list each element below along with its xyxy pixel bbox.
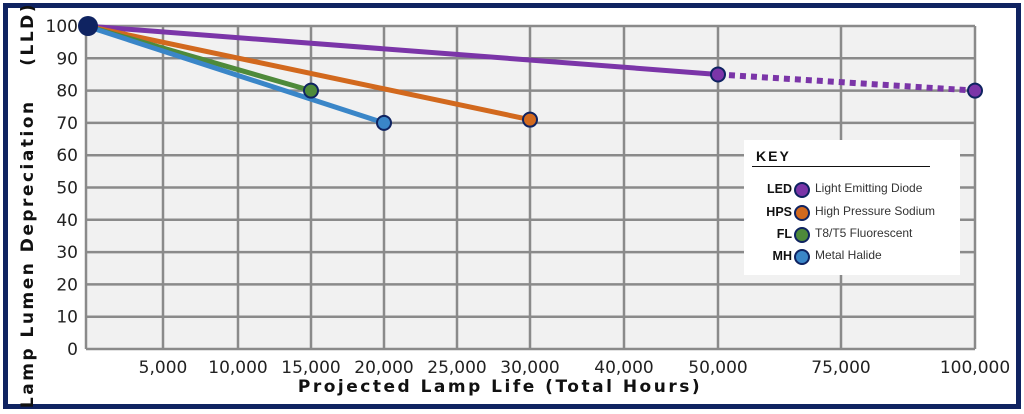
legend-abbr: LED	[767, 182, 792, 196]
legend-dot-icon	[794, 182, 810, 198]
legend-item-hps: HPS High Pressure Sodium	[744, 203, 960, 223]
x-tick-label: 10,000	[208, 358, 267, 378]
legend-label: T8/T5 Fluorescent	[815, 226, 913, 240]
y-axis-label: Lamp Lumen Depreciation (LLD)	[18, 2, 38, 408]
chart-frame	[3, 3, 1021, 409]
x-axis-label: Projected Lamp Life (Total Hours)	[298, 377, 702, 397]
y-tick-label: 30	[56, 243, 78, 263]
series-line-hps	[85, 23, 531, 123]
x-tick-label: 75,000	[811, 358, 870, 378]
x-tick-label: 30,000	[500, 358, 559, 378]
x-tick-label: 100,000	[940, 358, 1010, 378]
series-line-mh	[85, 23, 385, 126]
x-tick-label: 5,000	[139, 358, 188, 378]
y-tick-label: 20	[56, 275, 78, 295]
data-point-fl	[303, 82, 319, 99]
legend-item-fl: FL T8/T5 Fluorescent	[744, 225, 960, 245]
data-point-led	[710, 66, 726, 83]
data-point-mh	[376, 114, 392, 131]
legend-abbr: FL	[776, 227, 792, 241]
legend-label: Light Emitting Diode	[815, 181, 923, 195]
y-tick-label: 80	[56, 82, 78, 102]
x-tick-label: 20,000	[354, 358, 413, 378]
legend-abbr: HPS	[766, 205, 792, 219]
data-point-led	[967, 82, 983, 99]
data-point-hps	[522, 111, 538, 128]
legend-dot-icon	[794, 249, 810, 265]
legend-abbr: MH	[772, 249, 792, 263]
data-point-origin	[78, 16, 98, 36]
y-tick-label: 70	[56, 114, 78, 134]
y-tick-label: 100	[46, 17, 78, 37]
y-tick-label: 0	[67, 340, 78, 360]
series-projected-line-led	[717, 71, 976, 94]
y-tick-label: 10	[56, 308, 78, 328]
y-tick-label: 40	[56, 211, 78, 231]
x-tick-label: 50,000	[688, 358, 747, 378]
legend: KEY LED Light Emitting Diode HPS High Pr…	[744, 140, 960, 275]
series-line-led	[85, 23, 719, 77]
x-tick-label: 25,000	[427, 358, 486, 378]
legend-label: Metal Halide	[815, 248, 882, 262]
x-tick-label: 40,000	[594, 358, 653, 378]
y-tick-label: 60	[56, 146, 78, 166]
y-tick-label: 50	[56, 179, 78, 199]
legend-dot-icon	[794, 205, 810, 221]
legend-title: KEY	[756, 148, 791, 164]
x-tick-label: 15,000	[281, 358, 340, 378]
legend-label: High Pressure Sodium	[815, 204, 936, 218]
legend-item-mh: MH Metal Halide	[744, 247, 960, 267]
legend-divider	[752, 166, 930, 167]
legend-dot-icon	[794, 227, 810, 243]
y-tick-label: 90	[56, 49, 78, 69]
legend-item-led: LED Light Emitting Diode	[744, 180, 960, 200]
